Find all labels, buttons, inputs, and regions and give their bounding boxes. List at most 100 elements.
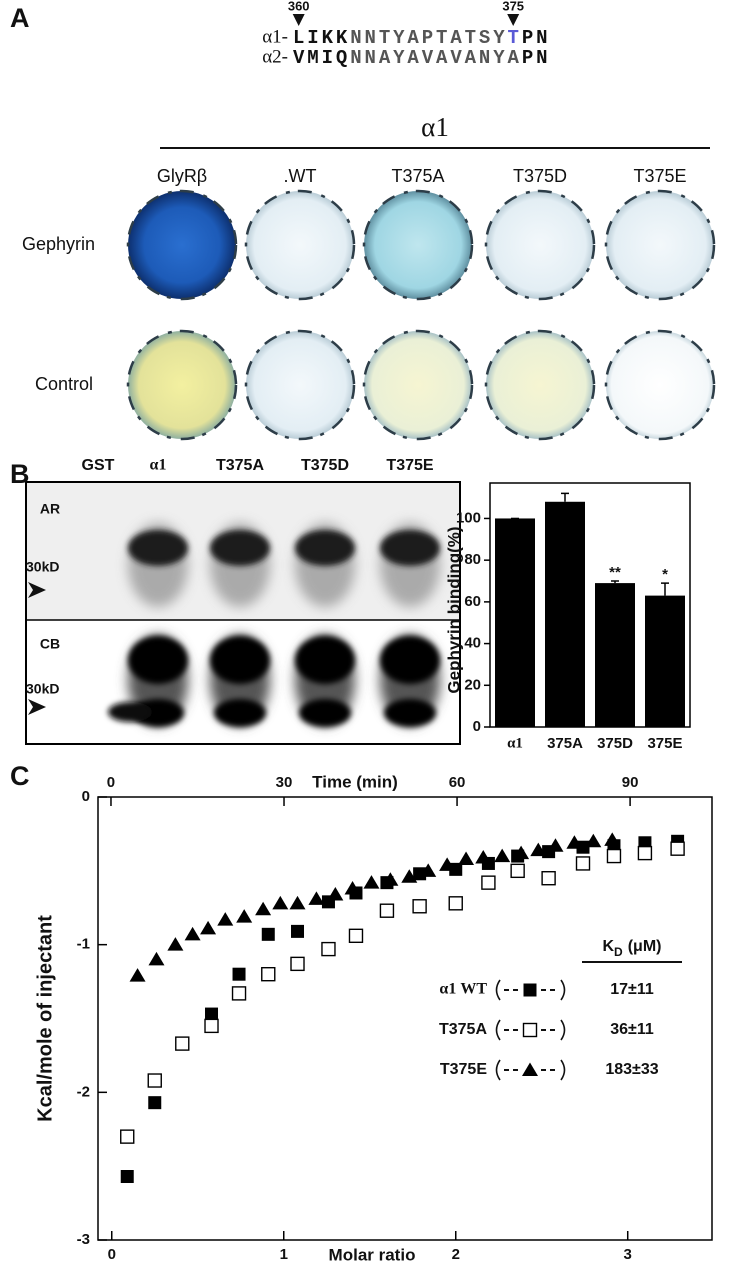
colony-plate bbox=[604, 189, 716, 301]
y-tick-label: -3 bbox=[77, 1231, 90, 1248]
legend-parenthesis bbox=[495, 1059, 566, 1081]
group-label: α1 bbox=[421, 112, 449, 142]
error-bar bbox=[611, 580, 619, 584]
x-axis-label: Molar ratio bbox=[329, 1245, 416, 1264]
data-point bbox=[637, 845, 653, 861]
data-point bbox=[205, 1007, 219, 1021]
sequence-name: α1- bbox=[262, 26, 288, 47]
panel-label: C bbox=[10, 761, 30, 791]
data-point bbox=[604, 832, 621, 846]
x2-axis-label: Time (min) bbox=[312, 772, 398, 791]
plot-frame bbox=[97, 796, 713, 1241]
data-point bbox=[272, 895, 289, 910]
y-axis-label: Kcal/mole of injectant bbox=[34, 915, 56, 1122]
data-point bbox=[458, 851, 475, 866]
data-point bbox=[670, 841, 685, 856]
kd-unit: (μM) bbox=[628, 938, 662, 955]
data-point bbox=[344, 881, 361, 895]
data-point bbox=[585, 833, 602, 848]
sequence-name: α2- bbox=[262, 46, 288, 67]
data-point bbox=[308, 891, 325, 905]
band bbox=[384, 699, 436, 727]
legend-parenthesis bbox=[495, 979, 566, 1001]
lane-label: T375E bbox=[386, 457, 433, 474]
data-point bbox=[448, 896, 463, 911]
data-point bbox=[401, 869, 418, 883]
data-point bbox=[255, 901, 272, 916]
x-tick-label: 0 bbox=[108, 1246, 116, 1263]
data-point bbox=[120, 1129, 135, 1144]
size-marker: 30kD bbox=[26, 681, 59, 697]
sequence-segment: T bbox=[508, 27, 522, 49]
residue-arrow bbox=[507, 14, 520, 26]
x-tick-label: α1 bbox=[507, 735, 523, 751]
band bbox=[299, 699, 351, 727]
marker-arrow bbox=[28, 699, 46, 715]
marker-arrow bbox=[28, 582, 46, 598]
y-tick-label: 80 bbox=[464, 551, 481, 568]
data-point bbox=[148, 1096, 162, 1110]
data-point bbox=[236, 909, 253, 923]
data-point bbox=[231, 986, 247, 1001]
row-label: Gephyrin bbox=[22, 234, 95, 254]
data-point bbox=[420, 863, 437, 877]
data-point bbox=[363, 875, 380, 889]
data-point bbox=[494, 848, 511, 863]
legend-label: T375E bbox=[440, 1061, 487, 1078]
data-point bbox=[475, 850, 492, 864]
x-tick-label: 375A bbox=[547, 735, 583, 752]
residue-number: 360 bbox=[288, 0, 310, 13]
kd-subscript: D bbox=[614, 945, 623, 959]
legend-parenthesis bbox=[495, 1019, 566, 1041]
data-point bbox=[261, 927, 275, 941]
bar bbox=[495, 518, 535, 727]
y-tick-label: 0 bbox=[82, 788, 90, 805]
blot-name: AR bbox=[40, 501, 60, 517]
plot-frame bbox=[489, 482, 691, 728]
column-label: T375E bbox=[633, 166, 686, 186]
x2-tick-label: 0 bbox=[107, 774, 115, 791]
colony-plate bbox=[244, 189, 356, 301]
significance: * bbox=[662, 566, 668, 583]
kd-symbol: K bbox=[602, 938, 614, 955]
data-point bbox=[290, 956, 305, 972]
x-tick-label: 2 bbox=[452, 1246, 460, 1263]
significance: ** bbox=[609, 564, 621, 581]
band bbox=[210, 530, 270, 566]
data-point bbox=[576, 840, 590, 854]
bar bbox=[645, 595, 685, 727]
lane-label: T375A bbox=[216, 457, 264, 474]
sequence-segment: VMIQ bbox=[293, 47, 350, 69]
data-point bbox=[217, 912, 234, 926]
y-tick-label: -2 bbox=[77, 1083, 90, 1100]
colony-plate bbox=[604, 329, 716, 441]
colony-plate bbox=[126, 189, 238, 301]
data-point bbox=[120, 1170, 134, 1184]
legend-header: KD (μM) bbox=[602, 938, 661, 959]
colony-plate bbox=[362, 329, 474, 441]
band bbox=[380, 530, 440, 566]
sequence-segment: NNTYAPTATSY bbox=[350, 27, 507, 49]
colony-plate bbox=[126, 329, 238, 441]
lane-label: T375D bbox=[301, 457, 349, 474]
data-point bbox=[175, 1036, 190, 1051]
colony-plate bbox=[484, 329, 596, 441]
panel-label: A bbox=[10, 3, 30, 33]
band bbox=[214, 699, 266, 727]
data-point bbox=[513, 845, 530, 860]
data-point bbox=[167, 937, 184, 951]
column-label: GlyRβ bbox=[157, 166, 207, 186]
sequence: VMIQNNAYAVAVANYAPN bbox=[293, 47, 550, 69]
sequence-segment: PN bbox=[522, 47, 551, 69]
band bbox=[295, 530, 355, 566]
kd-value: 183±33 bbox=[605, 1061, 658, 1078]
data-point bbox=[147, 1073, 162, 1088]
band bbox=[128, 530, 188, 566]
kd-value: 17±11 bbox=[610, 981, 654, 998]
data-point bbox=[129, 968, 146, 982]
blot-name: CB bbox=[40, 636, 60, 652]
data-point bbox=[204, 1018, 219, 1034]
x-tick-label: 3 bbox=[624, 1246, 632, 1263]
